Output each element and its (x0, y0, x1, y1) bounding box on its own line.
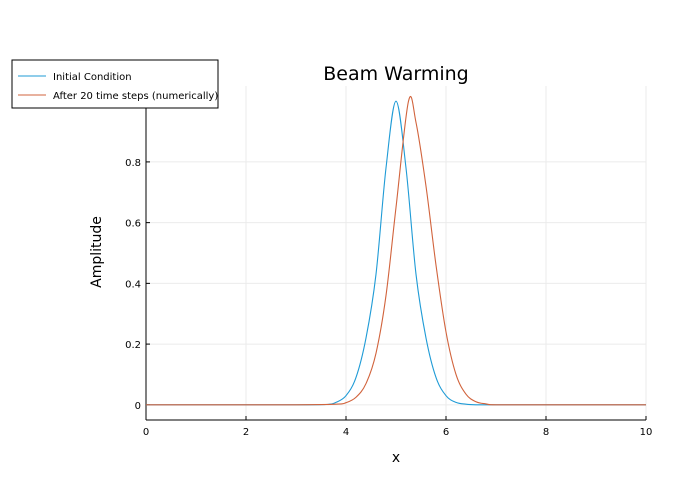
y-tick-label: 0.8 (125, 158, 141, 169)
x-tick-label: 10 (640, 427, 653, 438)
grid (145, 86, 647, 420)
x-axis-title: x (392, 450, 400, 466)
y-tick-label: 0.6 (125, 219, 141, 230)
y-tick-label: 0.4 (125, 279, 141, 290)
legend-label-initial-condition: Initial Condition (53, 72, 132, 83)
y-tick-label: 0.2 (125, 340, 141, 351)
legend-box (11, 59, 219, 109)
tick-labels: 0 2 4 6 8 10 0 0.2 0.4 0.6 0.8 (125, 158, 652, 438)
x-tick-label: 4 (343, 427, 349, 438)
x-tick-label: 0 (143, 427, 149, 438)
y-tick-label: 0 (135, 401, 141, 412)
legend: Initial Condition After 20 time steps (n… (11, 59, 219, 109)
x-tick-label: 6 (443, 427, 449, 438)
legend-label-after-20-steps: After 20 time steps (numerically) (53, 91, 218, 102)
series-lines (146, 95, 646, 406)
x-tick-label: 2 (243, 427, 249, 438)
y-axis-title: Amplitude (89, 216, 105, 288)
series-line-after-20-steps (146, 95, 646, 406)
x-tick-label: 8 (543, 427, 549, 438)
chart-title: Beam Warming (323, 63, 469, 85)
